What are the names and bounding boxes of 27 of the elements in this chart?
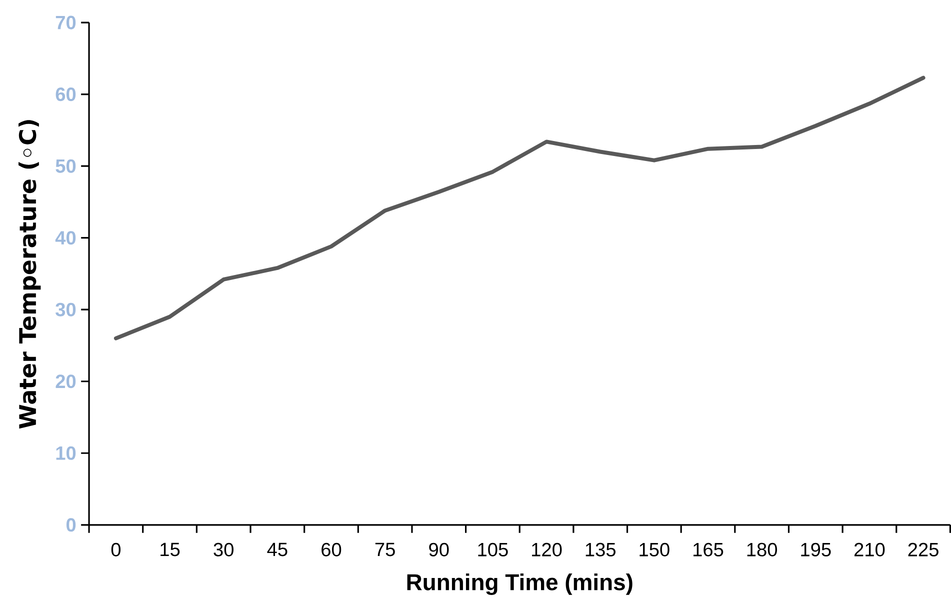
x-tick-label: 30 [214,542,234,556]
x-tick-label: 75 [375,542,395,556]
x-tick-label: 135 [586,542,616,556]
x-tick-label: 120 [532,542,562,556]
x-tick-label: 195 [801,542,831,556]
y-tick-label: 50 [56,159,76,173]
y-tick-label: 10 [56,446,76,460]
x-tick-label: 0 [111,542,121,556]
x-tick-label: 90 [429,542,449,556]
y-tick-label: 40 [55,231,76,245]
line-series [114,76,926,340]
x-tick-label: 165 [694,542,724,556]
x-tick-label: 15 [160,542,180,556]
x-tick-label: 150 [640,542,670,556]
x-tick-label: 210 [854,542,885,556]
y-tick-label: 70 [56,16,76,30]
x-tick-label: 180 [747,542,778,556]
x-tick-label: 225 [908,542,938,556]
y-axis-title: Water Temperature (◦C) [18,120,41,429]
x-axis-title: Running Time (mins) [407,573,632,595]
y-tick-label: 30 [56,302,76,316]
x-tick-label: 105 [478,542,508,556]
x-tick-label: 45 [267,542,288,556]
x-tick-label: 60 [322,542,342,556]
y-tick-label: 60 [56,88,76,102]
y-tick-label: 20 [56,374,76,388]
y-tick-label: 0 [66,518,76,532]
